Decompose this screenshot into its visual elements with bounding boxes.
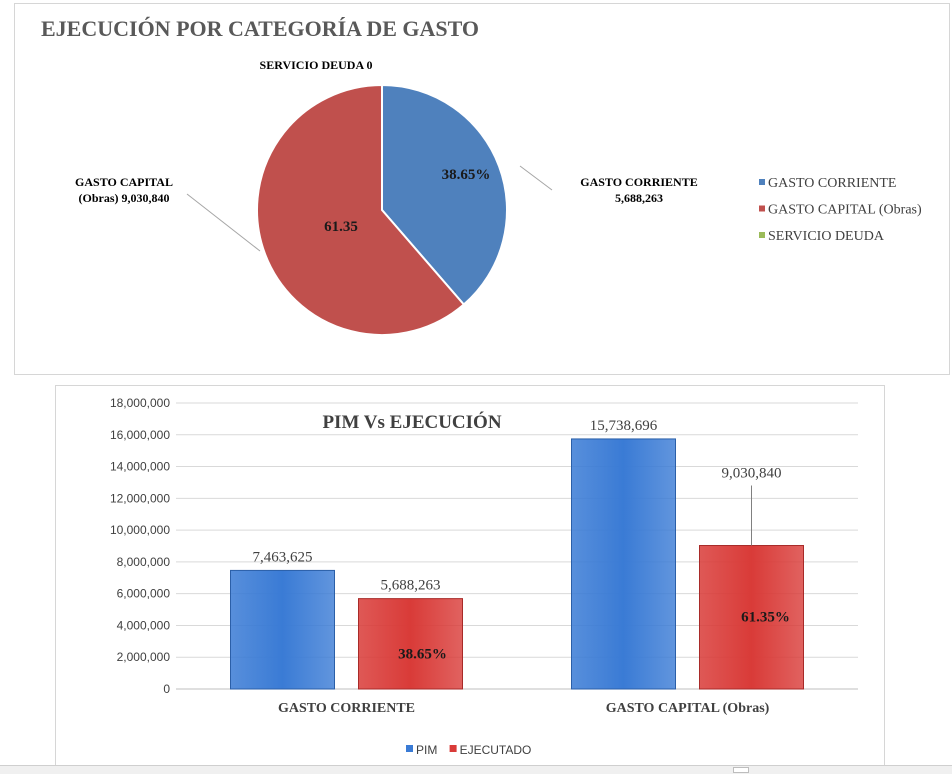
- pie-legend-swatch-gasto-capital-obras: [759, 205, 765, 212]
- y-tick-label: 14,000,000: [110, 460, 170, 474]
- pie-legend-label-gasto-capital-obras: GASTO CAPITAL (Obras): [768, 203, 922, 218]
- bar-chart: PIM Vs EJECUCIÓN 0 2,000,000 4,000,000 6,00…: [110, 396, 858, 757]
- bar-percent-label-ejecutado-gasto-capital-obras: 61.35%: [741, 610, 790, 626]
- bar-legend-label-ejecutado: EJECUTADO: [460, 743, 532, 757]
- y-tick-label: 2,000,000: [117, 650, 171, 664]
- pie-callout-label-gasto-capital-obras: GASTO CAPITAL: [75, 175, 173, 189]
- y-tick-label: 8,000,000: [117, 555, 171, 569]
- pie-slice-gasto-capital-obras: [256, 83, 466, 336]
- x-category-label-gasto-capital-obras: GASTO CAPITAL (Obras): [606, 701, 770, 716]
- y-tick-label: 0: [163, 682, 170, 696]
- pie-chart-panel: EJECUCIÓN POR CATEGORÍA DE GASTO 38.65% G…: [14, 3, 950, 375]
- bar-ejecutado-gasto-capital-obras: [699, 545, 804, 690]
- bar-legend-swatch-ejecutado: [449, 745, 457, 752]
- bar-pim-gasto-capital-obras: [571, 438, 676, 690]
- y-tick-label: 6,000,000: [117, 587, 171, 601]
- x-category-label-gasto-corriente: GASTO CORRIENTE: [278, 701, 415, 716]
- pie-chart: EJECUCIÓN POR CATEGORÍA DE GASTO 38.65% G…: [41, 16, 922, 336]
- pie-percent-label-gasto-capital-obras: 61.35: [324, 219, 358, 235]
- pie-callout-label-gasto-corriente: 5,688,263: [615, 191, 663, 205]
- y-tick-label: 12,000,000: [110, 491, 170, 505]
- bar-value-label-pim-gasto-capital-obras: 15,738,696: [590, 418, 658, 434]
- pie-percent-label-gasto-corriente: 38.65%: [442, 167, 491, 183]
- bar-value-label-ejecutado-gasto-corriente: 5,688,263: [381, 578, 441, 594]
- pie-legend-label-gasto-corriente: GASTO CORRIENTE: [768, 176, 896, 191]
- pie-callout-label-servicio-deuda: SERVICIO DEUDA 0: [260, 58, 373, 72]
- bar-chart-panel: PIM Vs EJECUCIÓN 0 2,000,000 4,000,000 6,00…: [55, 385, 885, 773]
- bar-pim-gasto-corriente: [230, 569, 335, 690]
- bar-value-label-ejecutado-gasto-capital-obras: 9,030,840: [722, 466, 782, 482]
- scroll-strip: [0, 765, 952, 774]
- bar-percent-label-ejecutado-gasto-corriente: 38.65%: [398, 647, 447, 663]
- bar-legend-swatch-pim: [406, 745, 413, 752]
- pie-legend-label-servicio-deuda: SERVICIO DEUDA: [768, 229, 885, 244]
- y-tick-label: 18,000,000: [110, 396, 170, 410]
- bar-chart-title: PIM Vs EJECUCIÓN: [322, 411, 501, 433]
- pie-slice-gasto-corriente: [381, 83, 508, 306]
- pie-leader-line-gasto-capital-obras: [186, 193, 261, 252]
- y-tick-label: 16,000,000: [110, 428, 170, 442]
- bar-value-label-pim-gasto-corriente: 7,463,625: [253, 549, 313, 565]
- pie-callout-label-gasto-corriente: GASTO CORRIENTE: [580, 175, 697, 189]
- pie-legend-swatch-servicio-deuda: [759, 232, 765, 238]
- scroll-box: [733, 767, 749, 773]
- pie-chart-title: EJECUCIÓN POR CATEGORÍA DE GASTO: [41, 16, 479, 41]
- bar-ejecutado-gasto-corriente: [358, 598, 463, 690]
- pie-callout-label-gasto-capital-obras: (Obras) 9,030,840: [79, 191, 170, 205]
- bar-legend-label-pim: PIM: [416, 743, 437, 757]
- y-tick-label: 10,000,000: [110, 523, 170, 537]
- y-tick-label: 4,000,000: [117, 618, 171, 632]
- pie-legend-swatch-gasto-corriente: [759, 179, 765, 185]
- pie-leader-line-gasto-corriente: [519, 165, 553, 191]
